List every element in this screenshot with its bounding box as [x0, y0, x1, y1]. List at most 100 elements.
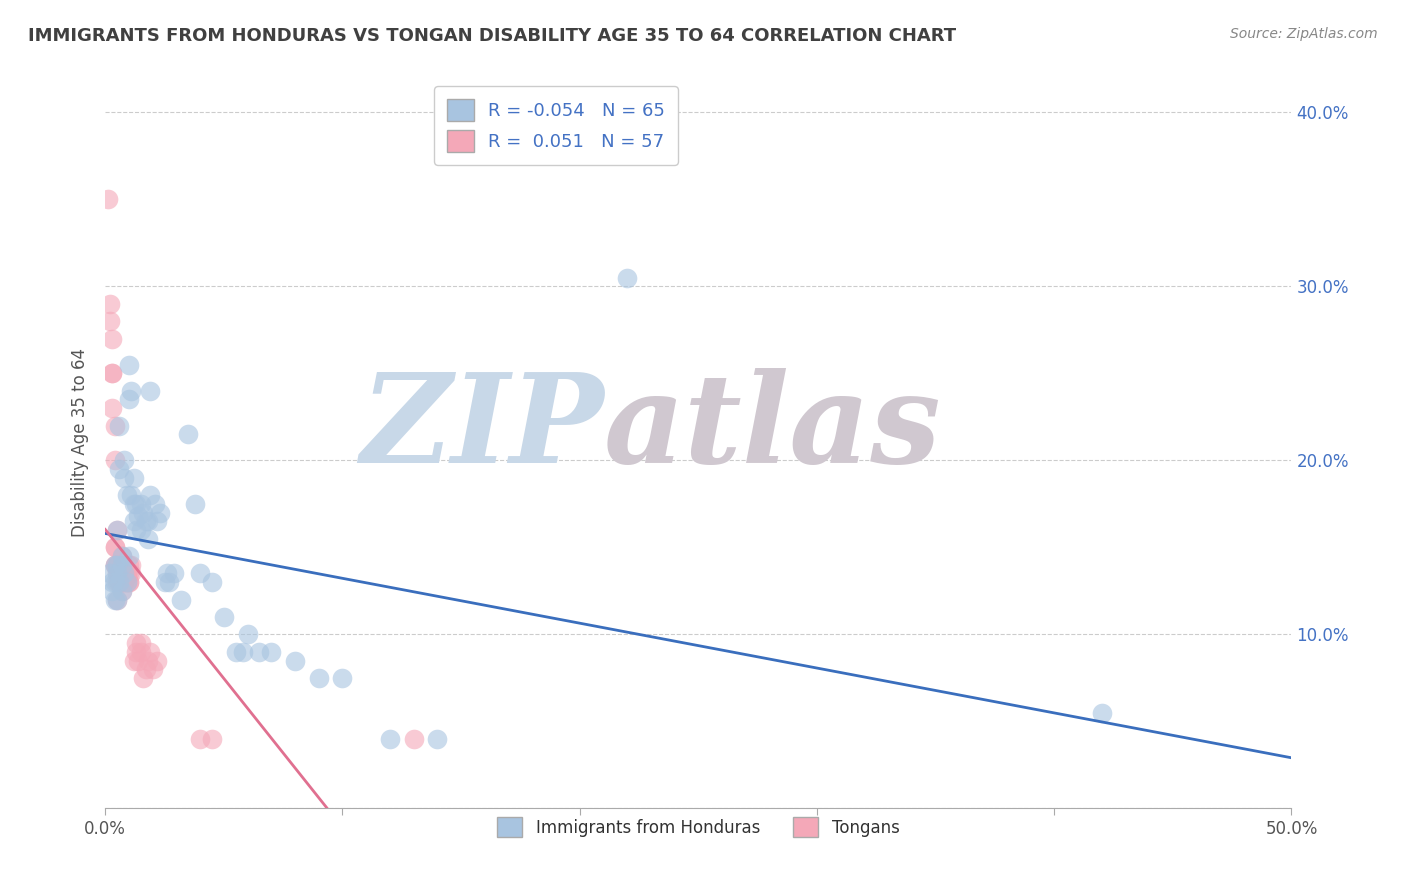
Text: atlas: atlas: [603, 368, 941, 489]
Point: [108, 566, 131, 581]
Point: [129, 636, 152, 650]
Point: [308, 671, 330, 685]
Point: [122, 514, 145, 528]
Text: IMMIGRANTS FROM HONDURAS VS TONGAN DISABILITY AGE 35 TO 64 CORRELATION CHART: IMMIGRANTS FROM HONDURAS VS TONGAN DISAB…: [28, 27, 956, 45]
Point: [120, 488, 142, 502]
Point: [105, 558, 128, 572]
Point: [135, 662, 157, 676]
Point: [105, 575, 128, 590]
Point: [101, 575, 124, 590]
Point: [104, 541, 127, 555]
Point: [111, 583, 134, 598]
Point: [108, 575, 131, 590]
Point: [1091, 706, 1114, 720]
Point: [105, 523, 128, 537]
Point: [120, 558, 142, 572]
Point: [105, 558, 128, 572]
Point: [111, 558, 134, 572]
Point: [139, 488, 162, 502]
Point: [136, 653, 159, 667]
Text: Source: ZipAtlas.com: Source: ZipAtlas.com: [1230, 27, 1378, 41]
Point: [104, 453, 127, 467]
Point: [249, 645, 271, 659]
Point: [98, 296, 121, 310]
Point: [118, 575, 141, 590]
Point: [118, 358, 141, 372]
Point: [170, 592, 193, 607]
Point: [98, 566, 121, 581]
Point: [127, 509, 149, 524]
Point: [125, 523, 148, 537]
Point: [139, 645, 162, 659]
Point: [378, 731, 401, 746]
Point: [139, 384, 162, 398]
Point: [111, 558, 134, 572]
Point: [260, 645, 283, 659]
Point: [125, 497, 148, 511]
Point: [153, 575, 176, 590]
Point: [118, 566, 141, 581]
Point: [104, 558, 127, 572]
Point: [111, 575, 134, 590]
Point: [122, 471, 145, 485]
Point: [108, 558, 131, 572]
Point: [184, 497, 207, 511]
Point: [125, 645, 148, 659]
Point: [105, 566, 128, 581]
Point: [284, 653, 307, 667]
Point: [188, 731, 211, 746]
Point: [108, 566, 131, 581]
Point: [101, 583, 124, 598]
Point: [212, 610, 235, 624]
Point: [125, 636, 148, 650]
Point: [105, 523, 128, 537]
Point: [111, 549, 134, 563]
Point: [104, 575, 127, 590]
Point: [118, 392, 141, 407]
Point: [118, 575, 141, 590]
Point: [101, 367, 124, 381]
Point: [108, 575, 131, 590]
Point: [112, 471, 135, 485]
Point: [201, 575, 224, 590]
Point: [332, 671, 354, 685]
Point: [112, 575, 135, 590]
Point: [129, 497, 152, 511]
Point: [127, 653, 149, 667]
Point: [143, 497, 166, 511]
Point: [616, 270, 638, 285]
Point: [201, 731, 224, 746]
Y-axis label: Disability Age 35 to 64: Disability Age 35 to 64: [72, 349, 89, 538]
Point: [129, 523, 152, 537]
Point: [177, 427, 200, 442]
Point: [108, 575, 131, 590]
Point: [146, 653, 169, 667]
Point: [105, 592, 128, 607]
Point: [111, 583, 134, 598]
Point: [104, 558, 127, 572]
Point: [122, 653, 145, 667]
Point: [108, 418, 131, 433]
Point: [105, 566, 128, 581]
Point: [101, 367, 124, 381]
Point: [129, 645, 152, 659]
Point: [112, 453, 135, 467]
Point: [157, 575, 180, 590]
Legend: Immigrants from Honduras, Tongans: Immigrants from Honduras, Tongans: [491, 810, 905, 844]
Point: [115, 566, 138, 581]
Point: [104, 592, 127, 607]
Point: [142, 662, 165, 676]
Point: [156, 566, 179, 581]
Point: [104, 558, 127, 572]
Point: [98, 314, 121, 328]
Point: [112, 566, 135, 581]
Point: [132, 506, 155, 520]
Point: [136, 514, 159, 528]
Point: [146, 514, 169, 528]
Point: [120, 384, 142, 398]
Point: [112, 558, 135, 572]
Point: [188, 566, 211, 581]
Point: [120, 566, 142, 581]
Point: [225, 645, 247, 659]
Point: [115, 488, 138, 502]
